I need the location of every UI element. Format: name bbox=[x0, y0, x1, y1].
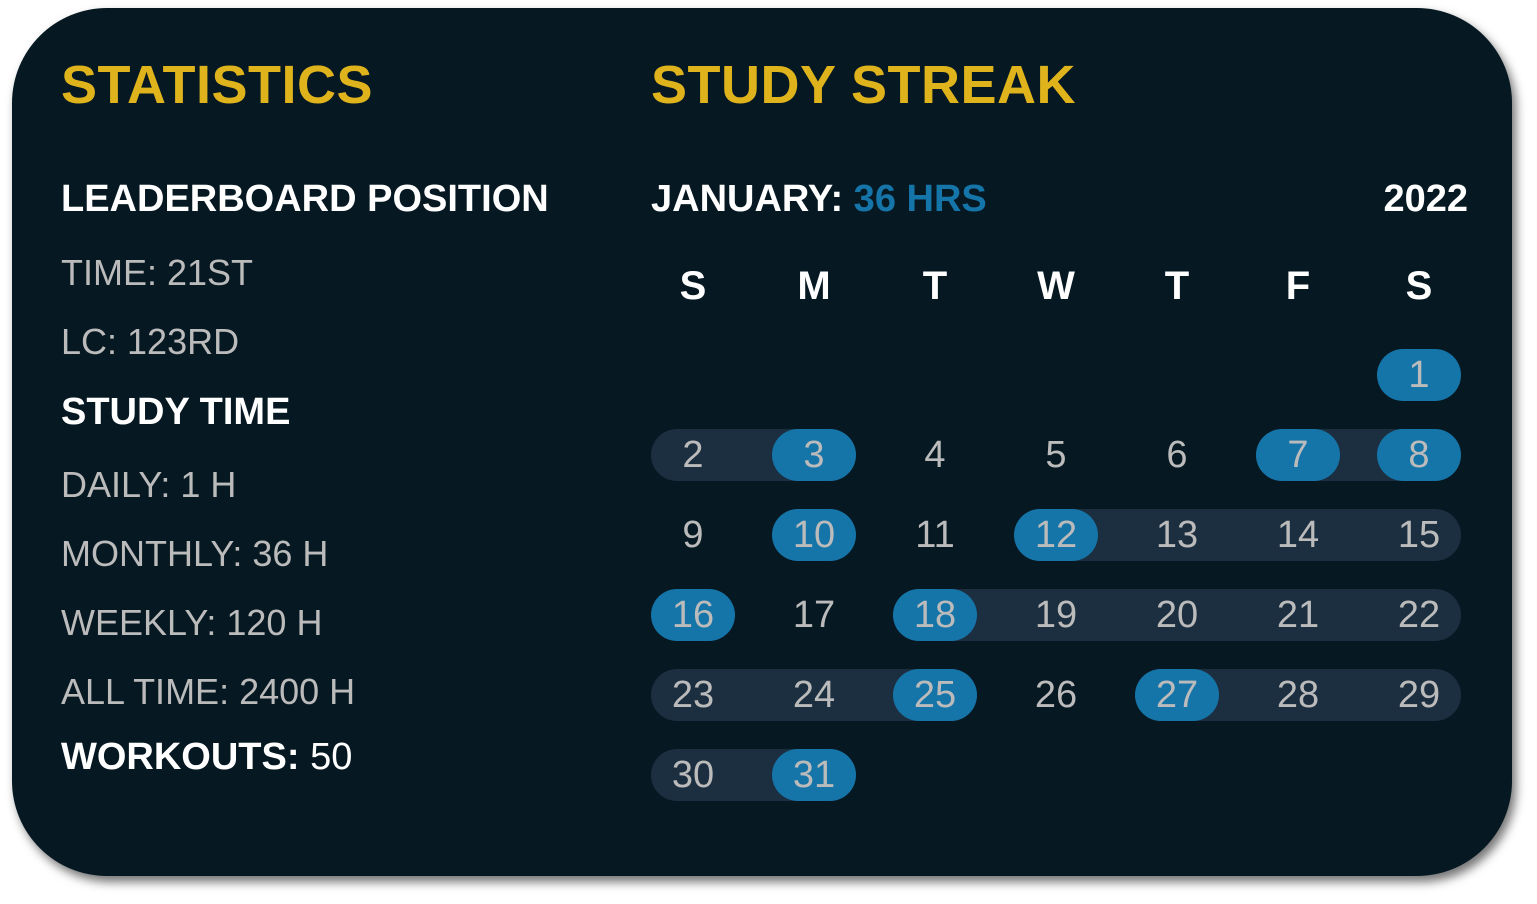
study-streak-title: STUDY STREAK bbox=[651, 55, 1077, 115]
study-day-highlight bbox=[1377, 429, 1461, 481]
calendar-day-7[interactable]: 7 bbox=[1287, 434, 1309, 476]
calendar-day-11[interactable]: 11 bbox=[915, 514, 955, 556]
statistics-title: STATISTICS bbox=[61, 55, 373, 115]
calendar-day-24[interactable]: 24 bbox=[792, 674, 836, 716]
calendar-day-10[interactable]: 10 bbox=[792, 514, 836, 556]
month-label: JANUARY: bbox=[651, 178, 844, 220]
calendar-day-30[interactable]: 30 bbox=[671, 754, 715, 796]
study-time-monthly: MONTHLY: 36 H bbox=[61, 533, 329, 574]
study-day-highlight bbox=[772, 429, 856, 481]
calendar-day-31[interactable]: 31 bbox=[792, 754, 836, 796]
study-time-heading: STUDY TIME bbox=[61, 391, 291, 433]
calendar-day-18[interactable]: 18 bbox=[913, 594, 957, 636]
workouts-label: WORKOUTS: bbox=[61, 736, 300, 778]
weekday-0: S bbox=[679, 264, 707, 308]
leaderboard-lc: LC: 123RD bbox=[61, 321, 240, 362]
calendar-day-27[interactable]: 27 bbox=[1155, 674, 1199, 716]
leaderboard-heading: LEADERBOARD POSITION bbox=[61, 178, 549, 220]
study-time-daily: DAILY: 1 H bbox=[61, 464, 237, 505]
calendar-day-15[interactable]: 15 bbox=[1397, 514, 1441, 556]
study-day-highlight bbox=[893, 669, 977, 721]
study-day-highlight bbox=[1014, 509, 1098, 561]
calendar-day-13[interactable]: 13 bbox=[1155, 514, 1199, 556]
calendar-day-21[interactable]: 21 bbox=[1276, 594, 1320, 636]
study-time-weekly: WEEKLY: 120 H bbox=[61, 602, 323, 643]
leaderboard-time: TIME: 21ST bbox=[61, 252, 254, 293]
calendar-day-16[interactable]: 16 bbox=[671, 594, 715, 636]
calendar-day-12[interactable]: 12 bbox=[1034, 514, 1078, 556]
calendar-day-6[interactable]: 6 bbox=[1166, 434, 1188, 476]
calendar-day-2[interactable]: 2 bbox=[682, 434, 704, 476]
calendar-day-23[interactable]: 23 bbox=[671, 674, 715, 716]
month-summary: JANUARY: 36 HRS bbox=[651, 178, 987, 221]
weekday-6: S bbox=[1405, 264, 1433, 308]
calendar-day-3[interactable]: 3 bbox=[803, 434, 825, 476]
workouts: WORKOUTS: 50 bbox=[61, 736, 352, 779]
calendar-day-14[interactable]: 14 bbox=[1276, 514, 1320, 556]
calendar-day-5[interactable]: 5 bbox=[1045, 434, 1067, 476]
calendar-day-29[interactable]: 29 bbox=[1397, 674, 1441, 716]
streak-band bbox=[893, 589, 1461, 641]
study-day-highlight bbox=[772, 749, 856, 801]
study-day-highlight bbox=[651, 589, 735, 641]
calendar-day-20[interactable]: 20 bbox=[1155, 594, 1199, 636]
calendar-day-19[interactable]: 19 bbox=[1034, 594, 1078, 636]
weekday-3: W bbox=[1037, 264, 1075, 308]
weekday-2: T bbox=[922, 264, 948, 308]
statistics-card: STATISTICS LEADERBOARD POSITION TIME: 21… bbox=[12, 8, 1512, 876]
study-time-all-time: ALL TIME: 2400 H bbox=[61, 671, 356, 712]
calendar-day-22[interactable]: 22 bbox=[1397, 594, 1441, 636]
calendar-day-26[interactable]: 26 bbox=[1034, 674, 1078, 716]
calendar-day-25[interactable]: 25 bbox=[913, 674, 957, 716]
study-day-highlight bbox=[1256, 429, 1340, 481]
study-day-highlight bbox=[772, 509, 856, 561]
year-label: 2022 bbox=[1383, 178, 1468, 220]
calendar-day-28[interactable]: 28 bbox=[1276, 674, 1320, 716]
weekday-1: M bbox=[797, 264, 831, 308]
study-day-highlight bbox=[893, 589, 977, 641]
workouts-value: 50 bbox=[299, 736, 353, 778]
calendar-day-8[interactable]: 8 bbox=[1408, 434, 1430, 476]
calendar-day-9[interactable]: 9 bbox=[682, 514, 704, 556]
calendar-day-4[interactable]: 4 bbox=[924, 434, 946, 476]
study-day-highlight bbox=[1135, 669, 1219, 721]
study-day-highlight bbox=[1377, 349, 1461, 401]
calendar-day-17[interactable]: 17 bbox=[792, 594, 836, 636]
weekday-4: T bbox=[1164, 264, 1190, 308]
weekday-5: F bbox=[1285, 264, 1311, 308]
month-hours: 36 HRS bbox=[843, 178, 987, 220]
calendar-day-1[interactable]: 1 bbox=[1408, 354, 1430, 396]
